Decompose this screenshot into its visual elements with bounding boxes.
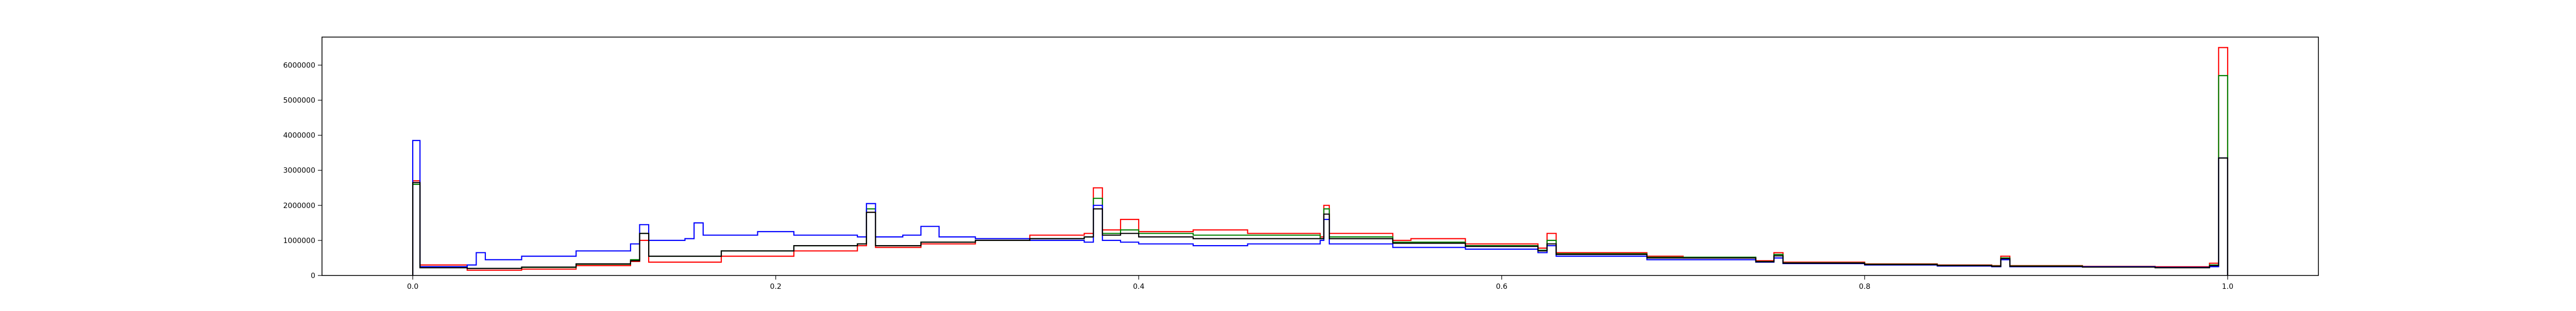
axes-layer: 0.0 0.2 0.4 0.6 0.8 1.0 0 1000000 2000000 3000000… [283, 37, 2319, 291]
series-layer [412, 47, 2228, 275]
y-tick-label: 4000000 [283, 132, 315, 140]
series-3-step-line [412, 157, 2228, 275]
x-tick-label: 0.4 [1133, 283, 1144, 291]
y-tick-label: 0 [311, 272, 315, 280]
x-tick-label: 0.2 [770, 283, 782, 291]
plot-frame [321, 37, 2319, 276]
y-tick-label: 2000000 [283, 202, 315, 210]
y-tick-label: 6000000 [283, 61, 315, 70]
x-tick-label: 0.8 [1859, 283, 1870, 291]
x-tick-label: 1.0 [2222, 283, 2233, 291]
y-tick-label: 5000000 [283, 97, 315, 105]
x-tick-label: 0.0 [407, 283, 418, 291]
y-tick-label: 1000000 [283, 237, 315, 245]
y-tick-label: 3000000 [283, 167, 315, 175]
x-tick-label: 0.6 [1496, 283, 1507, 291]
